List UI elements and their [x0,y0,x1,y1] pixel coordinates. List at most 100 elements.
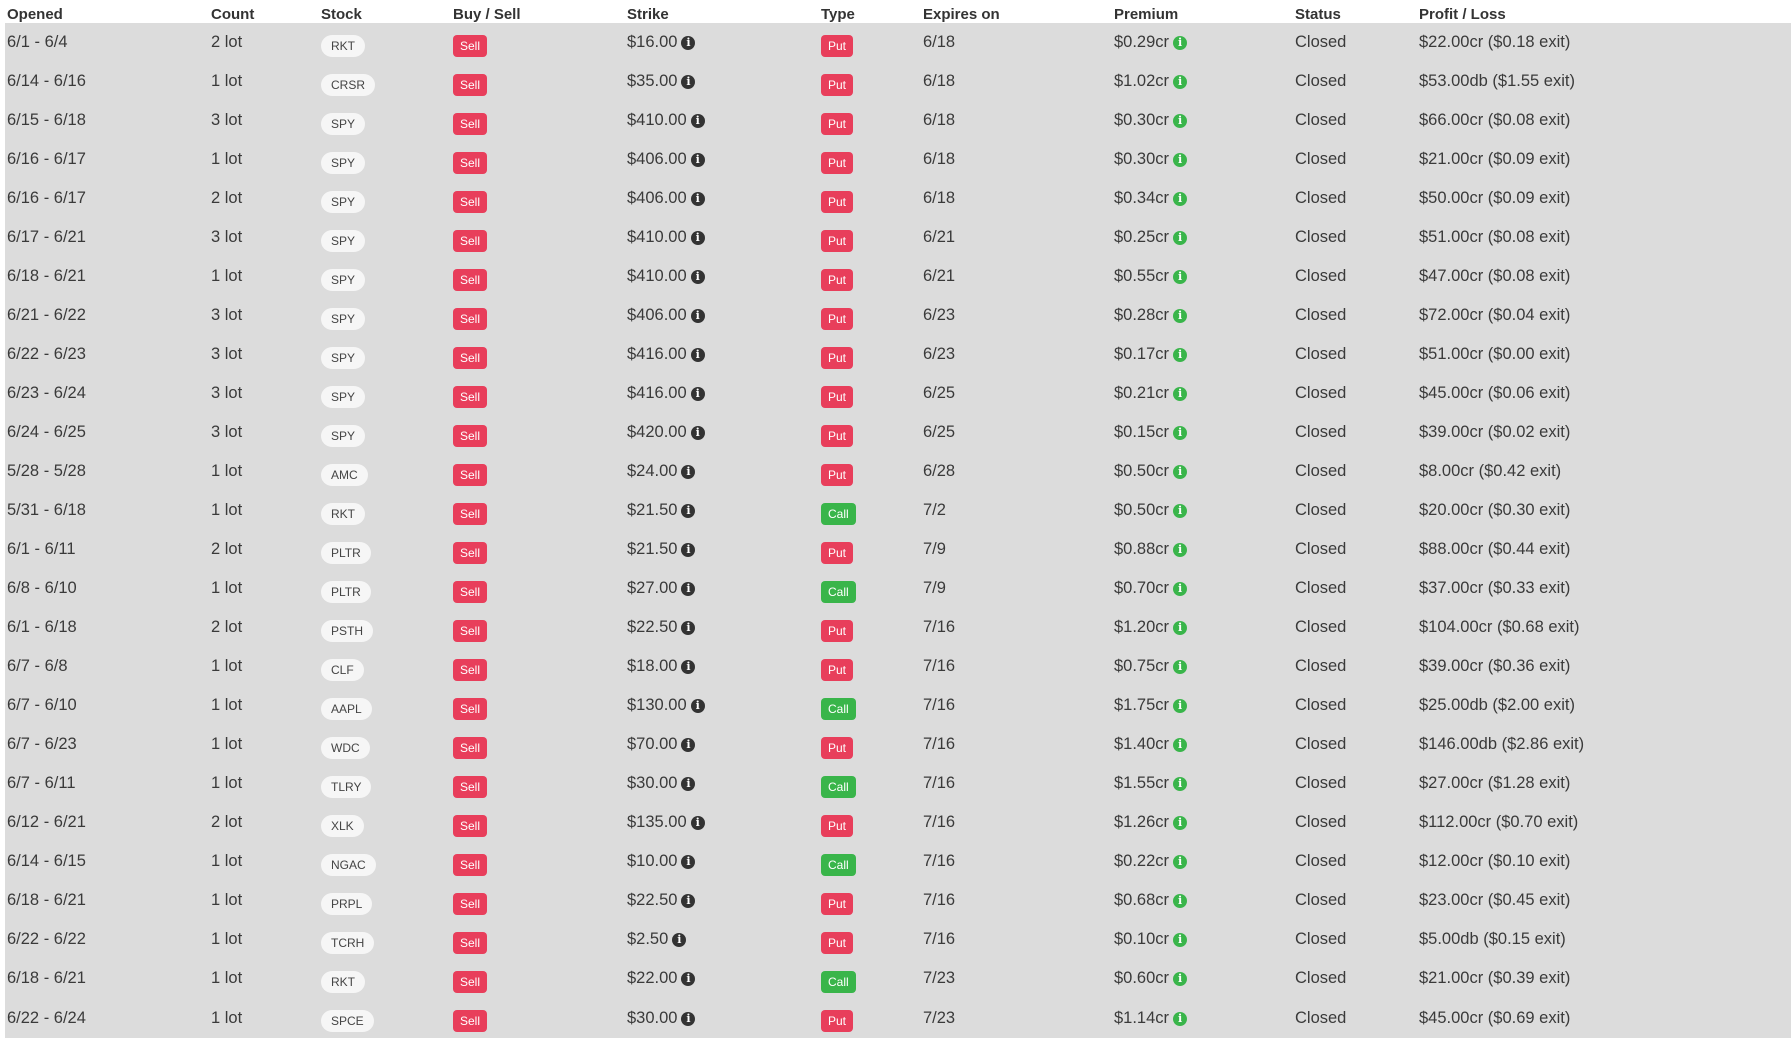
table-row[interactable]: 6/1 - 6/4 2 lot RKT Sell $16.00 i Put 6/18 $0.29… [5,23,1791,62]
table-row[interactable]: 6/7 - 6/10 1 lot AAPL Sell $130.00 i Call 7/16 $… [5,686,1791,725]
stock-ticker-pill[interactable]: PLTR [321,541,371,564]
info-icon[interactable]: i [690,192,705,206]
stock-ticker-pill[interactable]: XLK [321,814,364,837]
stock-ticker-pill[interactable]: SPY [321,229,366,252]
info-icon[interactable]: i [681,36,696,50]
info-icon[interactable]: i [1173,114,1188,128]
stock-ticker-pill[interactable]: AAPL [321,697,372,720]
info-icon[interactable]: i [681,660,696,674]
table-row[interactable]: 6/24 - 6/25 3 lot SPY Sell $420.00 i Put 6/25 $0… [5,413,1791,452]
column-header-type[interactable]: Type [819,0,921,23]
table-row[interactable]: 6/12 - 6/21 2 lot XLK Sell $135.00 i Put 7/16 $1… [5,803,1791,842]
info-icon[interactable]: i [681,75,696,89]
table-row[interactable]: 6/17 - 6/21 3 lot SPY Sell $410.00 i Put 6/21 $0… [5,218,1791,257]
stock-ticker-pill[interactable]: WDC [321,736,370,759]
table-row[interactable]: 6/14 - 6/15 1 lot NGAC Sell $10.00 i Call 7/16 $… [5,842,1791,881]
column-header-buy-sell[interactable]: Buy / Sell [451,0,625,23]
table-row[interactable]: 6/14 - 6/16 1 lot CRSR Sell $35.00 i Put 6/18 $1… [5,62,1791,101]
info-icon[interactable]: i [1173,1011,1188,1026]
stock-ticker-pill[interactable]: SPY [321,112,366,135]
info-icon[interactable]: i [1173,153,1188,167]
info-icon[interactable]: i [1173,231,1188,245]
table-row[interactable]: 6/16 - 6/17 1 lot SPY Sell $406.00 i Put 6/18 $0… [5,140,1791,179]
stock-ticker-pill[interactable]: PLTR [321,580,371,603]
info-icon[interactable]: i [690,816,705,830]
info-icon[interactable]: i [1173,699,1188,713]
info-icon[interactable]: i [1173,387,1188,401]
stock-ticker-pill[interactable]: SPY [321,424,366,447]
table-row[interactable]: 6/18 - 6/21 1 lot RKT Sell $22.00 i Call 7/23 $0… [5,959,1791,998]
info-icon[interactable]: i [1173,855,1188,869]
info-icon[interactable]: i [681,543,696,557]
table-row[interactable]: 6/22 - 6/22 1 lot TCRH Sell $2.50 i Put 7/16 $0.… [5,920,1791,959]
stock-ticker-pill[interactable]: RKT [321,34,365,57]
info-icon[interactable]: i [1173,816,1188,830]
info-icon[interactable]: i [690,231,705,245]
info-icon[interactable]: i [690,387,705,401]
stock-ticker-pill[interactable]: TCRH [321,931,375,954]
info-icon[interactable]: i [672,933,687,947]
info-icon[interactable]: i [690,309,705,323]
info-icon[interactable]: i [1173,348,1188,362]
table-row[interactable]: 6/1 - 6/11 2 lot PLTR Sell $21.50 i Put 7/9 $0.8… [5,530,1791,569]
info-icon[interactable]: i [1173,972,1188,986]
info-icon[interactable]: i [681,504,696,518]
info-icon[interactable]: i [681,621,696,635]
info-icon[interactable]: i [690,153,705,167]
stock-ticker-pill[interactable]: PRPL [321,892,373,915]
table-row[interactable]: 6/15 - 6/18 3 lot SPY Sell $410.00 i Put 6/18 $0… [5,101,1791,140]
stock-ticker-pill[interactable]: TLRY [321,775,372,798]
info-icon[interactable]: i [1173,894,1188,908]
table-row[interactable]: 6/21 - 6/22 3 lot SPY Sell $406.00 i Put 6/23 $0… [5,296,1791,335]
column-header-expires[interactable]: Expires on [921,0,1112,23]
info-icon[interactable]: i [681,855,696,869]
info-icon[interactable]: i [1173,426,1188,440]
info-icon[interactable]: i [1173,777,1188,791]
column-header-status[interactable]: Status [1293,0,1417,23]
table-row[interactable]: 6/7 - 6/8 1 lot CLF Sell $18.00 i Put 7/16 $0.75… [5,647,1791,686]
info-icon[interactable]: i [1173,621,1188,635]
table-row[interactable]: 6/8 - 6/10 1 lot PLTR Sell $27.00 i Call 7/9 $0.… [5,569,1791,608]
info-icon[interactable]: i [681,738,696,752]
table-row[interactable]: 6/16 - 6/17 2 lot SPY Sell $406.00 i Put 6/18 $0… [5,179,1791,218]
info-icon[interactable]: i [681,1011,696,1026]
table-row[interactable]: 6/7 - 6/23 1 lot WDC Sell $70.00 i Put 7/16 $1.4… [5,725,1791,764]
table-row[interactable]: 6/18 - 6/21 1 lot PRPL Sell $22.50 i Put 7/16 $0… [5,881,1791,920]
table-row[interactable]: 6/7 - 6/11 1 lot TLRY Sell $30.00 i Call 7/16 $1… [5,764,1791,803]
table-row[interactable]: 6/1 - 6/18 2 lot PSTH Sell $22.50 i Put 7/16 $1.… [5,608,1791,647]
column-header-stock[interactable]: Stock [319,0,451,23]
table-row[interactable]: 6/23 - 6/24 3 lot SPY Sell $416.00 i Put 6/25 $0… [5,374,1791,413]
info-icon[interactable]: i [1173,933,1188,947]
column-header-count[interactable]: Count [209,0,319,23]
stock-ticker-pill[interactable]: PSTH [321,619,374,642]
info-icon[interactable]: i [1173,504,1188,518]
stock-ticker-pill[interactable]: SPY [321,385,366,408]
info-icon[interactable]: i [1173,309,1188,323]
stock-ticker-pill[interactable]: RKT [321,970,365,993]
table-row[interactable]: 5/28 - 5/28 1 lot AMC Sell $24.00 i Put 6/28 $0.… [5,452,1791,491]
stock-ticker-pill[interactable]: SPCE [321,1010,374,1032]
info-icon[interactable]: i [1173,36,1188,50]
info-icon[interactable]: i [690,699,705,713]
stock-ticker-pill[interactable]: SPY [321,268,366,291]
stock-ticker-pill[interactable]: NGAC [321,853,376,876]
info-icon[interactable]: i [690,270,705,284]
stock-ticker-pill[interactable]: AMC [321,463,368,486]
stock-ticker-pill[interactable]: RKT [321,502,365,525]
info-icon[interactable]: i [690,348,705,362]
table-row[interactable]: 6/22 - 6/23 3 lot SPY Sell $416.00 i Put 6/23 $0… [5,335,1791,374]
stock-ticker-pill[interactable]: SPY [321,307,366,330]
info-icon[interactable]: i [1173,192,1188,206]
column-header-profit-loss[interactable]: Profit / Loss [1417,0,1791,23]
stock-ticker-pill[interactable]: CLF [321,658,364,681]
info-icon[interactable]: i [1173,582,1188,596]
info-icon[interactable]: i [681,894,696,908]
info-icon[interactable]: i [1173,465,1188,479]
stock-ticker-pill[interactable]: SPY [321,346,366,369]
info-icon[interactable]: i [1173,270,1188,284]
column-header-opened[interactable]: Opened [5,0,209,23]
table-row[interactable]: 6/22 - 6/24 1 lot SPCE Sell $30.00 i Put 7/23 $1… [5,998,1791,1038]
info-icon[interactable]: i [690,114,705,128]
info-icon[interactable]: i [681,582,696,596]
info-icon[interactable]: i [1173,75,1188,89]
